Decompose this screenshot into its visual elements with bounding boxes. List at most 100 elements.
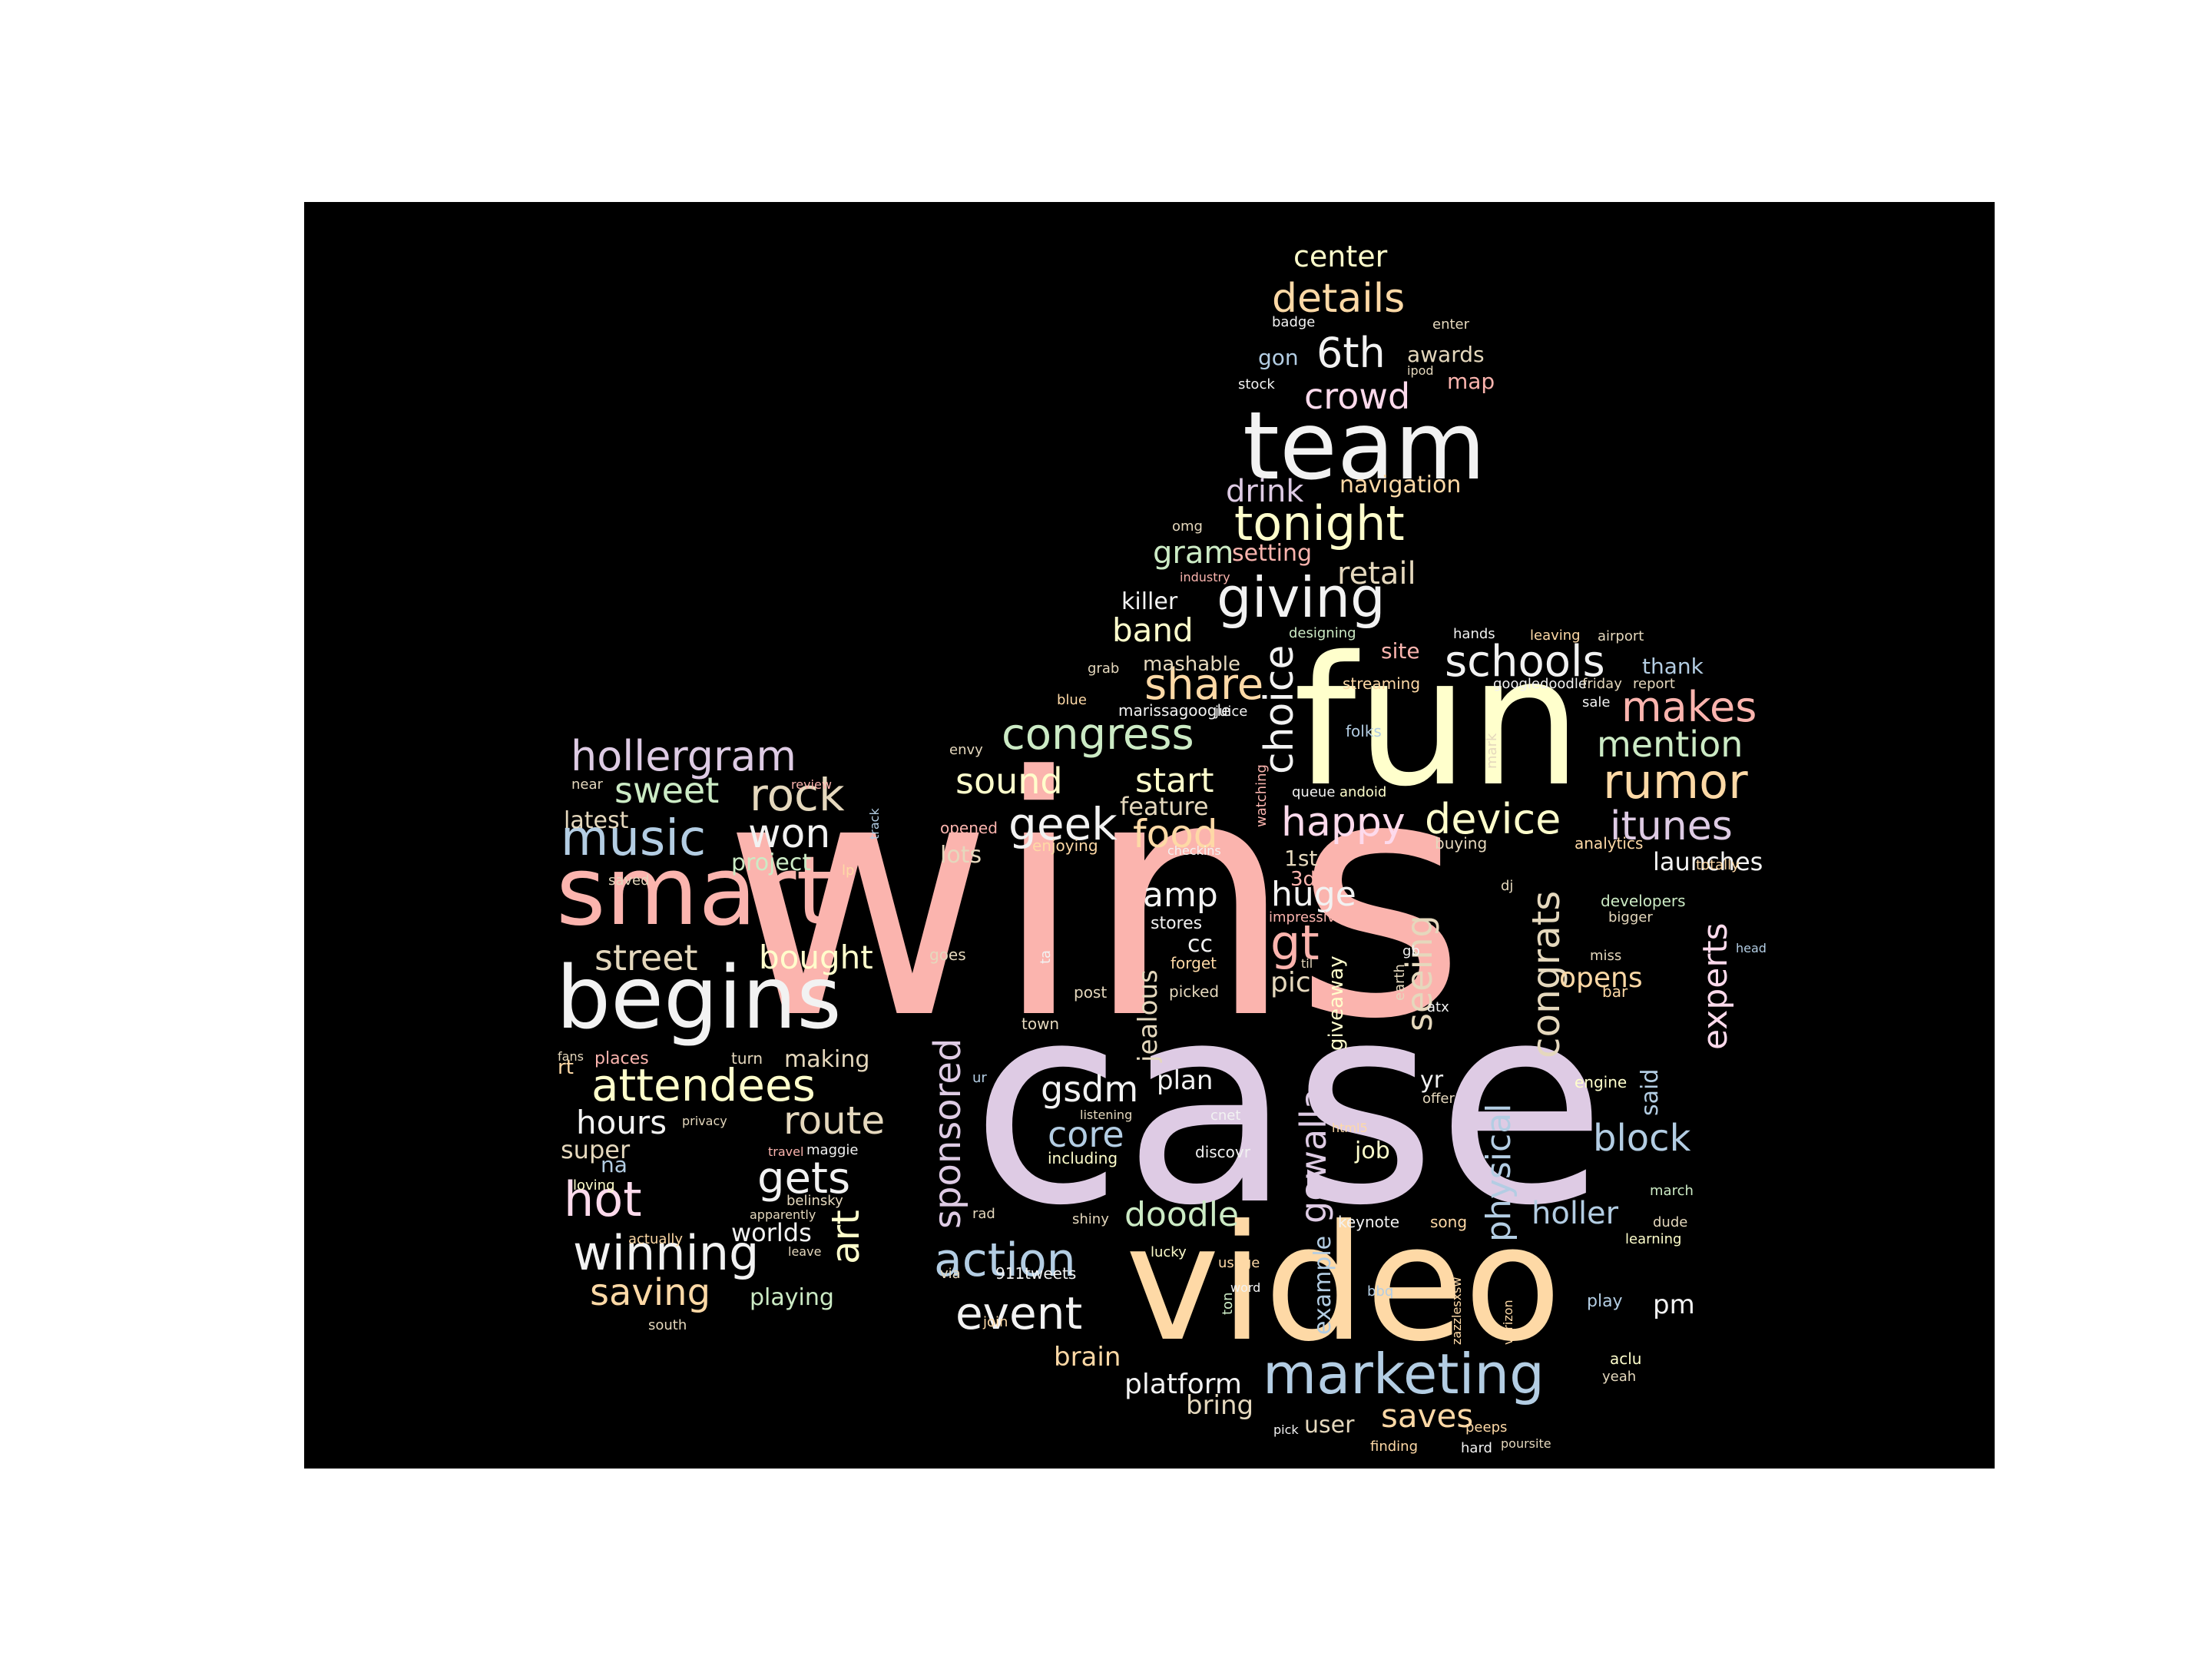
word: track bbox=[867, 808, 882, 839]
word: mashable bbox=[1143, 653, 1240, 676]
word: thank bbox=[1642, 654, 1704, 679]
word: cnet bbox=[1210, 1108, 1240, 1124]
word: feature bbox=[1120, 792, 1209, 821]
word: na bbox=[601, 1152, 628, 1177]
word: center bbox=[1293, 240, 1388, 273]
word: atx bbox=[1427, 999, 1449, 1015]
word: brain bbox=[1054, 1342, 1121, 1373]
word: pick bbox=[1273, 1422, 1299, 1437]
word: poursite bbox=[1501, 1436, 1551, 1451]
word: 911tweets bbox=[995, 1264, 1076, 1283]
word: watching bbox=[1253, 764, 1270, 827]
word: head bbox=[1736, 941, 1767, 955]
word-cloud: wins case fun video team smart begins ma… bbox=[556, 240, 1767, 1456]
word: peeps bbox=[1465, 1419, 1507, 1435]
word: block bbox=[1593, 1117, 1691, 1160]
word: gram bbox=[1153, 535, 1233, 571]
word: street bbox=[594, 937, 698, 979]
word: gowalla bbox=[1293, 1088, 1334, 1224]
word: verizon bbox=[1501, 1300, 1515, 1345]
word: including bbox=[1048, 1149, 1118, 1167]
word: team bbox=[1243, 392, 1486, 501]
word: engine bbox=[1575, 1073, 1627, 1091]
word: enter bbox=[1432, 316, 1470, 333]
word: tonight bbox=[1234, 495, 1405, 551]
word: picked bbox=[1169, 982, 1219, 1001]
word: goes bbox=[929, 945, 966, 964]
word: saves bbox=[1381, 1397, 1473, 1435]
word: start bbox=[1135, 761, 1214, 800]
word: finding bbox=[1370, 1439, 1418, 1455]
word: places bbox=[594, 1049, 649, 1068]
word: developers bbox=[1601, 892, 1686, 910]
word: offer bbox=[1422, 1091, 1455, 1107]
word: zazzlesxsw bbox=[1449, 1277, 1464, 1345]
word: badge bbox=[1272, 314, 1315, 330]
word: gb bbox=[1402, 943, 1420, 959]
word: wins bbox=[723, 707, 1466, 1091]
word: experts bbox=[1696, 922, 1735, 1050]
word: site bbox=[1381, 638, 1420, 664]
word: awards bbox=[1407, 342, 1485, 367]
word: maggie bbox=[806, 1142, 859, 1158]
word: ta bbox=[1038, 950, 1054, 964]
word: navigation bbox=[1339, 472, 1461, 498]
word: queue bbox=[1292, 784, 1335, 800]
word: begins bbox=[556, 949, 842, 1048]
word: bought bbox=[759, 939, 873, 976]
word: opened bbox=[940, 819, 998, 837]
word: privacy bbox=[682, 1114, 727, 1128]
word: juice bbox=[1214, 704, 1247, 720]
word: user bbox=[1304, 1412, 1355, 1439]
word: bring bbox=[1186, 1390, 1253, 1421]
word: amp bbox=[1143, 876, 1218, 915]
word: andoid bbox=[1339, 784, 1386, 800]
word: fun bbox=[1293, 618, 1582, 826]
word: pic bbox=[1270, 967, 1311, 998]
word: forget bbox=[1171, 954, 1217, 972]
word: music bbox=[561, 810, 706, 867]
word: congress bbox=[1002, 710, 1194, 760]
word: worlds bbox=[731, 1218, 812, 1247]
word: holler bbox=[1532, 1196, 1619, 1231]
word: envy bbox=[949, 742, 983, 758]
word: fans bbox=[558, 1049, 584, 1064]
word: happy bbox=[1281, 800, 1406, 846]
word: 6th bbox=[1316, 329, 1386, 377]
word: opens bbox=[1559, 962, 1643, 994]
word: hard bbox=[1461, 1440, 1492, 1456]
word: route bbox=[783, 1098, 885, 1143]
word: gon bbox=[1258, 345, 1299, 370]
word: grab bbox=[1088, 661, 1119, 677]
word: schools bbox=[1445, 637, 1605, 687]
word: band bbox=[1112, 611, 1194, 649]
word: details bbox=[1272, 276, 1405, 322]
word: review bbox=[791, 777, 832, 792]
word: plan bbox=[1157, 1065, 1213, 1096]
word: smart bbox=[556, 836, 833, 947]
word: seeing bbox=[1399, 915, 1440, 1031]
word: discovr bbox=[1195, 1143, 1251, 1161]
word-cloud-panel: wins case fun video team smart begins ma… bbox=[304, 202, 1995, 1469]
word: physical bbox=[1479, 1104, 1518, 1242]
word: html5 bbox=[1332, 1121, 1368, 1135]
word: song bbox=[1430, 1213, 1467, 1231]
word: keynote bbox=[1338, 1213, 1399, 1231]
word: case bbox=[971, 944, 1607, 1266]
word: choice bbox=[1257, 645, 1303, 774]
word: giving bbox=[1217, 565, 1386, 630]
word: share bbox=[1144, 660, 1263, 710]
word: congrats bbox=[1524, 891, 1568, 1058]
word: action bbox=[934, 1233, 1076, 1287]
word: earth bbox=[1392, 964, 1408, 1001]
word: latest bbox=[564, 807, 629, 834]
word: hours bbox=[576, 1104, 667, 1141]
word: omg bbox=[1172, 518, 1203, 535]
word: industry bbox=[1180, 570, 1230, 584]
word: giveaway bbox=[1325, 955, 1348, 1051]
word: miss bbox=[1590, 948, 1621, 964]
word: makes bbox=[1621, 683, 1757, 731]
word: word bbox=[1230, 1280, 1260, 1295]
word: via bbox=[940, 1266, 961, 1282]
word: killer bbox=[1121, 588, 1178, 615]
